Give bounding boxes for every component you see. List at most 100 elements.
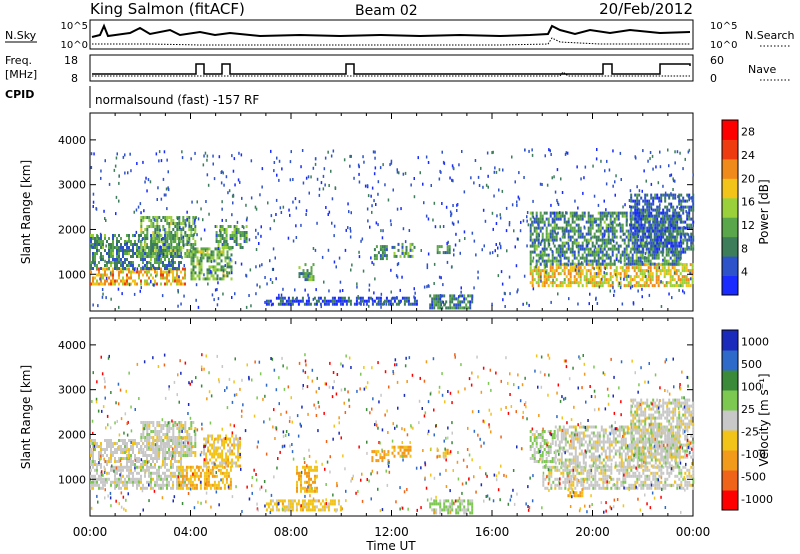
echo-cell [166, 442, 168, 445]
echo-cell [642, 205, 645, 209]
echo-cell [633, 284, 636, 288]
echo-cell [581, 262, 584, 266]
echo-cell [210, 250, 213, 254]
echo-cell [239, 243, 242, 246]
echo-cell [673, 256, 676, 260]
echo-cell [197, 474, 200, 478]
echo-cell [605, 244, 608, 248]
noise-cell [374, 156, 376, 160]
echo-cell [545, 281, 548, 285]
echo-cell [176, 427, 179, 430]
echo-cell [591, 220, 594, 224]
noise-cell [456, 209, 458, 212]
noise-cell [204, 151, 207, 155]
echo-cell [188, 451, 191, 454]
echo-cell [168, 445, 171, 448]
echo-cell [140, 255, 142, 258]
echo-cell [202, 247, 205, 251]
echo-cell [529, 211, 532, 215]
echo-cell [565, 223, 568, 227]
echo-cell [551, 272, 554, 276]
echo-cell [682, 232, 685, 236]
echo-cell [599, 211, 602, 215]
noise-cell [280, 211, 283, 214]
noise-cell [181, 256, 183, 260]
echo-cell [391, 245, 394, 249]
echo-cell [589, 223, 592, 227]
echo-cell [96, 445, 98, 448]
echo-cell [308, 483, 310, 487]
echo-cell [347, 299, 350, 303]
echo-cell [636, 244, 639, 248]
noise-cell [351, 263, 353, 267]
echo-cell [599, 281, 602, 285]
echo-cell [108, 276, 110, 280]
echo-cell [182, 219, 185, 222]
echo-cell [627, 229, 630, 233]
echo-cell [545, 238, 548, 242]
echo-cell [116, 451, 118, 454]
echo-cell [609, 278, 612, 282]
echo-cell [205, 468, 208, 472]
echo-cell [226, 262, 229, 266]
noise-cell [214, 288, 217, 292]
echo-cell [148, 270, 150, 274]
echo-cell [533, 278, 536, 282]
echo-cell [662, 223, 665, 227]
noise-cell [234, 292, 236, 296]
echo-cell [551, 211, 554, 215]
echo-cell [601, 281, 604, 285]
echo-cell [685, 266, 688, 270]
noise-cell [623, 277, 625, 281]
noise-cell [160, 237, 163, 241]
echo-cell [178, 240, 181, 243]
echo-cell [685, 263, 688, 267]
echo-cell [634, 205, 637, 209]
echo-cell [239, 237, 242, 240]
noise-cell [103, 209, 105, 213]
echo-cell [104, 448, 106, 451]
noise-cell [552, 278, 554, 282]
echo-cell [647, 262, 650, 266]
echo-cell [325, 299, 328, 303]
echo-cell [543, 238, 546, 242]
echo-cell [150, 445, 153, 448]
noise-cell [442, 160, 445, 164]
noise-cell [255, 207, 258, 211]
echo-cell [684, 238, 687, 242]
echo-cell [593, 253, 596, 257]
echo-cell [589, 226, 592, 230]
echo-cell [455, 297, 458, 301]
echo-cell [134, 480, 136, 484]
echo-cell [569, 238, 572, 242]
echo-cell [567, 259, 570, 263]
echo-cell [176, 445, 179, 448]
echo-cell [200, 259, 203, 263]
noise-cell [692, 173, 694, 177]
echo-cell [134, 454, 136, 457]
noise-cell [358, 250, 360, 254]
echo-cell [682, 247, 685, 251]
noise-cell [190, 157, 192, 161]
echo-cell [551, 266, 554, 270]
echo-cell [597, 229, 600, 233]
echo-cell [150, 267, 152, 270]
echo-cell [652, 229, 655, 233]
noise-cell [598, 285, 601, 289]
echo-cell [188, 255, 191, 258]
echo-cell [162, 439, 165, 442]
echo-cell [409, 302, 412, 306]
echo-cell [663, 217, 666, 221]
noise-cell [259, 193, 261, 197]
noise-cell [546, 183, 549, 187]
echo-cell [573, 281, 576, 285]
noise-cell [163, 193, 166, 197]
echo-cell [184, 451, 187, 454]
echo-cell [218, 250, 221, 254]
echo-cell [437, 297, 440, 301]
echo-cell [100, 258, 102, 261]
echo-cell [112, 255, 114, 258]
echo-cell [433, 300, 436, 304]
noise-cell [598, 266, 601, 270]
echo-cell [142, 483, 144, 487]
